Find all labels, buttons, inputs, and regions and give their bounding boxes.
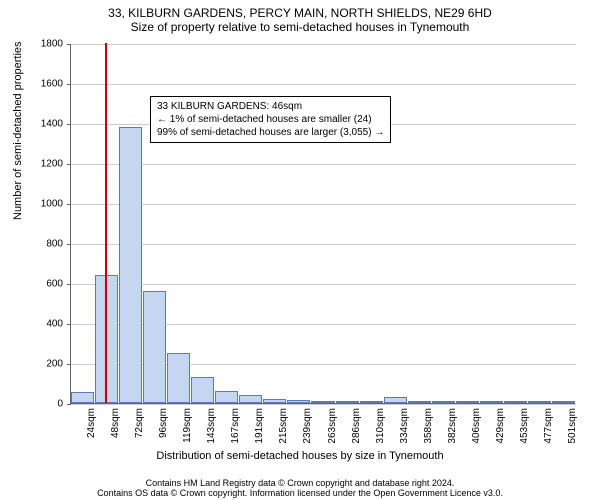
- x-tick-label: 477sqm: [543, 408, 554, 444]
- x-tick-label: 48sqm: [110, 408, 121, 438]
- histogram-bar: [287, 400, 310, 403]
- y-tick-label: 1200: [23, 159, 63, 170]
- histogram-bar: [191, 377, 214, 403]
- annotation-line1: 33 KILBURN GARDENS: 46sqm: [157, 100, 384, 113]
- attribution-line2: Contains OS data © Crown copyright. Info…: [0, 488, 600, 498]
- gridline: [71, 44, 576, 45]
- chart-title-line2: Size of property relative to semi-detach…: [0, 20, 600, 34]
- histogram-bar: [167, 353, 190, 403]
- y-tick: [67, 164, 71, 165]
- x-tick-label: 310sqm: [375, 408, 386, 444]
- y-tick: [67, 324, 71, 325]
- histogram-bar: [336, 401, 359, 403]
- x-tick-label: 453sqm: [519, 408, 530, 444]
- x-tick-label: 239sqm: [302, 408, 313, 444]
- x-tick-label: 24sqm: [86, 408, 97, 438]
- y-tick: [67, 364, 71, 365]
- histogram-bar: [360, 401, 383, 403]
- histogram-bar: [480, 401, 503, 403]
- y-tick: [67, 244, 71, 245]
- gridline: [71, 284, 576, 285]
- y-tick-label: 400: [23, 319, 63, 330]
- gridline: [71, 204, 576, 205]
- histogram-bar: [311, 401, 334, 403]
- y-tick: [67, 404, 71, 405]
- attribution-line1: Contains HM Land Registry data © Crown c…: [0, 478, 600, 488]
- histogram-bar: [456, 401, 479, 403]
- y-tick: [67, 284, 71, 285]
- x-tick-label: 286sqm: [351, 408, 362, 444]
- property-marker-line: [105, 43, 107, 403]
- gridline: [71, 84, 576, 85]
- annotation-line3: 99% of semi-detached houses are larger (…: [157, 126, 384, 139]
- histogram-bar: [239, 395, 262, 403]
- y-tick: [67, 84, 71, 85]
- y-tick: [67, 124, 71, 125]
- y-tick: [67, 44, 71, 45]
- histogram-bar: [143, 291, 166, 403]
- x-tick-label: 143sqm: [206, 408, 217, 444]
- annotation-box: 33 KILBURN GARDENS: 46sqm ← 1% of semi-d…: [150, 96, 391, 143]
- y-tick-label: 1000: [23, 199, 63, 210]
- chart-plot-area: 02004006008001000120014001600180024sqm48…: [70, 44, 575, 404]
- y-tick-label: 1600: [23, 79, 63, 90]
- x-tick-label: 334sqm: [399, 408, 410, 444]
- chart-title-line1: 33, KILBURN GARDENS, PERCY MAIN, NORTH S…: [0, 6, 600, 20]
- histogram-bar: [384, 397, 407, 403]
- x-tick-label: 215sqm: [278, 408, 289, 444]
- x-tick-label: 96sqm: [158, 408, 169, 438]
- x-tick-label: 167sqm: [230, 408, 241, 444]
- x-tick-label: 191sqm: [254, 408, 265, 444]
- y-tick-label: 1400: [23, 119, 63, 130]
- x-tick-label: 358sqm: [423, 408, 434, 444]
- y-tick-label: 600: [23, 279, 63, 290]
- histogram-bar: [119, 127, 142, 403]
- histogram-bar: [528, 401, 551, 403]
- x-axis-label: Distribution of semi-detached houses by …: [0, 450, 600, 462]
- y-axis-label: Number of semi-detached properties: [12, 41, 24, 220]
- x-tick-label: 429sqm: [495, 408, 506, 444]
- histogram-bar: [263, 399, 286, 403]
- y-tick-label: 1800: [23, 39, 63, 50]
- histogram-bar: [215, 391, 238, 403]
- x-tick-label: 501sqm: [567, 408, 578, 444]
- annotation-line2: ← 1% of semi-detached houses are smaller…: [157, 113, 384, 126]
- x-tick-label: 263sqm: [327, 408, 338, 444]
- x-tick-label: 72sqm: [134, 408, 145, 438]
- y-tick-label: 200: [23, 359, 63, 370]
- gridline: [71, 164, 576, 165]
- histogram-bar: [432, 401, 455, 403]
- histogram-bar: [504, 401, 527, 403]
- histogram-bar: [552, 401, 575, 403]
- y-tick: [67, 204, 71, 205]
- histogram-bar: [408, 401, 431, 403]
- attribution: Contains HM Land Registry data © Crown c…: [0, 478, 600, 498]
- x-tick-label: 382sqm: [447, 408, 458, 444]
- x-tick-label: 406sqm: [471, 408, 482, 444]
- x-tick-label: 119sqm: [182, 408, 193, 443]
- histogram-bar: [71, 392, 94, 403]
- y-tick-label: 0: [23, 399, 63, 410]
- gridline: [71, 244, 576, 245]
- gridline: [71, 404, 576, 405]
- y-tick-label: 800: [23, 239, 63, 250]
